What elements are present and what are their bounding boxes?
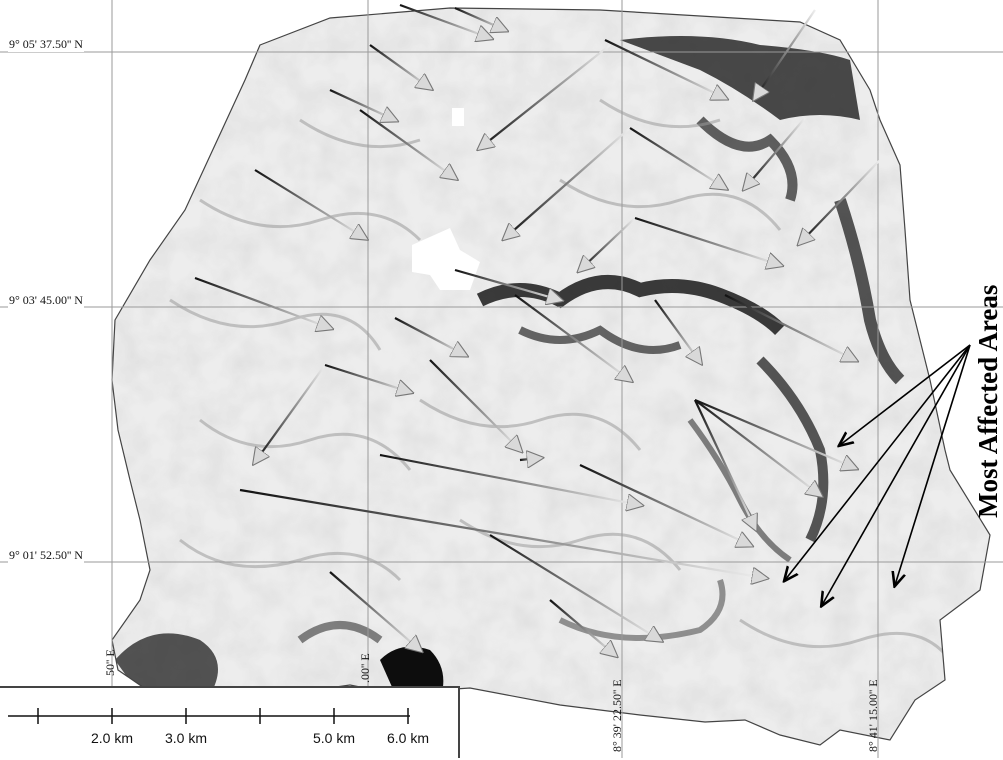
- scale-bar: 2.0 km 3.0 km 5.0 km 6.0 km: [0, 686, 460, 758]
- flow-arrows: [194, 3, 881, 655]
- lon-label-4: 8° 41' 15.00'' E: [866, 679, 880, 752]
- catchment-boundary: [111, 7, 991, 746]
- lat-label-north: 9° 05' 37.50'' N: [8, 37, 84, 52]
- lon-label-2: .00'' E: [358, 653, 372, 683]
- most-affected-areas-label: Most Affected Areas: [973, 284, 1003, 518]
- scale-label-6km: 6.0 km: [386, 730, 430, 746]
- lat-label-middle: 9° 03' 45.00'' N: [8, 293, 84, 308]
- lon-label-1: 50'' E: [103, 649, 117, 676]
- lon-label-3: 8° 39' 22.50'' E: [610, 679, 624, 752]
- scale-bar-ruler: [8, 708, 410, 724]
- scale-label-2km: 2.0 km: [90, 730, 134, 746]
- lat-label-south: 9° 01' 52.50'' N: [8, 548, 84, 563]
- most-affected-arrows: [785, 344, 971, 605]
- scale-label-3km: 3.0 km: [164, 730, 208, 746]
- scale-label-5km: 5.0 km: [312, 730, 356, 746]
